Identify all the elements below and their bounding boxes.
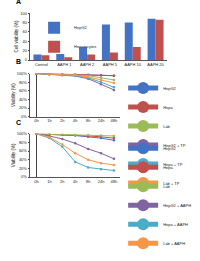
svg-text:HepG2 + AAPH: HepG2 + AAPH bbox=[163, 203, 191, 208]
svg-text:2h: 2h bbox=[60, 179, 64, 184]
svg-text:40%: 40% bbox=[19, 97, 27, 102]
svg-text:1h: 1h bbox=[47, 118, 51, 123]
svg-text:HepG2: HepG2 bbox=[163, 146, 176, 151]
svg-text:AAPH 1: AAPH 1 bbox=[57, 62, 72, 67]
svg-text:20%: 20% bbox=[19, 105, 27, 110]
svg-text:60: 60 bbox=[22, 29, 27, 34]
svg-text:100%: 100% bbox=[17, 71, 28, 76]
svg-text:Control: Control bbox=[35, 62, 48, 67]
svg-text:Lab + AAPH: Lab + AAPH bbox=[163, 241, 185, 246]
svg-text:4h: 4h bbox=[73, 118, 77, 123]
svg-text:Hepa: Hepa bbox=[163, 105, 173, 110]
svg-text:0: 0 bbox=[25, 57, 28, 62]
svg-text:1h: 1h bbox=[47, 179, 51, 184]
svg-text:Hepa: Hepa bbox=[163, 165, 173, 170]
svg-text:AAPH 10: AAPH 10 bbox=[125, 62, 142, 67]
svg-text:80%: 80% bbox=[19, 80, 27, 85]
svg-text:0%: 0% bbox=[21, 174, 27, 179]
svg-text:HepG2: HepG2 bbox=[163, 86, 176, 91]
svg-text:4h: 4h bbox=[73, 179, 77, 184]
svg-text:8h: 8h bbox=[86, 118, 90, 123]
svg-text:AAPH 20: AAPH 20 bbox=[147, 62, 164, 67]
svg-text:48h: 48h bbox=[111, 118, 118, 123]
svg-text:C: C bbox=[16, 119, 21, 126]
svg-text:100%: 100% bbox=[17, 131, 28, 136]
svg-text:20%: 20% bbox=[19, 166, 27, 171]
svg-text:Viability (%): Viability (%) bbox=[11, 143, 16, 167]
svg-text:2h: 2h bbox=[60, 118, 64, 123]
svg-text:48h: 48h bbox=[111, 179, 118, 184]
svg-text:A: A bbox=[16, 0, 21, 5]
svg-text:40%: 40% bbox=[19, 157, 27, 162]
svg-text:Cell viability (%): Cell viability (%) bbox=[14, 20, 19, 53]
svg-text:0%: 0% bbox=[21, 114, 27, 119]
svg-text:24h: 24h bbox=[98, 179, 105, 184]
svg-text:80: 80 bbox=[22, 20, 27, 25]
svg-text:8h: 8h bbox=[86, 179, 90, 184]
svg-text:HepG2: HepG2 bbox=[74, 25, 87, 30]
svg-text:AAPH 2: AAPH 2 bbox=[80, 62, 95, 67]
svg-text:24h: 24h bbox=[98, 118, 105, 123]
svg-text:Hepa + AAPH: Hepa + AAPH bbox=[163, 222, 188, 227]
svg-text:AAPH 5: AAPH 5 bbox=[103, 62, 118, 67]
svg-text:100: 100 bbox=[20, 11, 27, 16]
svg-text:60%: 60% bbox=[19, 88, 27, 93]
svg-text:0h: 0h bbox=[34, 179, 38, 184]
svg-text:B: B bbox=[16, 58, 21, 65]
svg-text:Lab: Lab bbox=[163, 184, 170, 189]
svg-text:Lab + TP: Lab + TP bbox=[163, 180, 180, 186]
svg-text:0h: 0h bbox=[34, 118, 38, 123]
svg-text:Hepa + TP: Hepa + TP bbox=[163, 161, 183, 167]
svg-text:Lab: Lab bbox=[163, 124, 170, 129]
svg-text:20: 20 bbox=[22, 48, 27, 53]
svg-text:Viability (%): Viability (%) bbox=[11, 83, 16, 107]
svg-text:Hepatocytes: Hepatocytes bbox=[74, 44, 96, 49]
svg-text:80%: 80% bbox=[19, 140, 27, 145]
svg-text:40: 40 bbox=[22, 39, 27, 44]
svg-text:60%: 60% bbox=[19, 148, 27, 153]
